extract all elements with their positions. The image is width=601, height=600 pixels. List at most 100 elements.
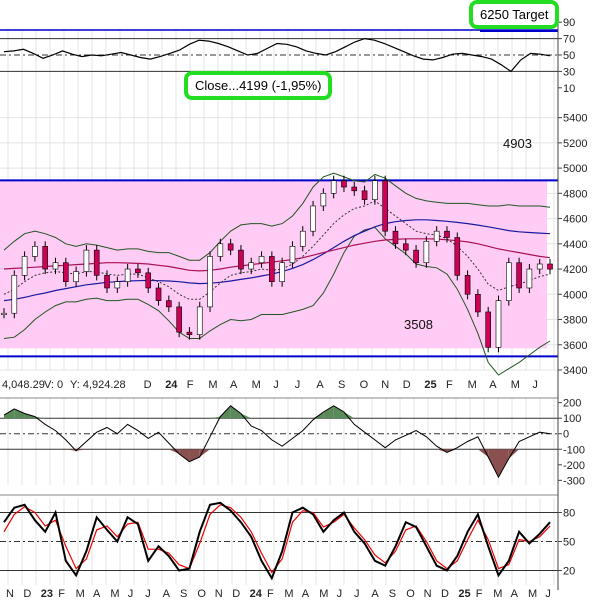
readout-volume: V: 0 [44,379,63,391]
candle-body [21,256,28,276]
x-tick-label-bottom: M [319,588,328,600]
candle-body [217,243,224,257]
stoch-fast-line [3,501,551,581]
x-tick-label-bottom: 23 [41,588,53,600]
y-tick-label: 4200 [563,264,587,276]
target-callout-text: 6250 Target [480,7,549,22]
x-tick-label: 24 [165,379,178,391]
osc-negative-area [498,449,509,478]
x-tick-label-bottom: F [476,588,483,600]
candle-body [413,249,419,264]
y-tick-label: -300 [563,475,585,487]
candle-body [63,262,69,282]
candle-body [258,256,265,264]
candle-body [52,262,59,270]
close-callout-text: Close...4199 (-1,95%) [195,78,322,93]
x-tick-label-bottom: F [267,588,274,600]
candle-body [351,186,358,192]
x-tick-label: F [187,379,194,391]
x-tick-label-bottom: J [145,588,151,600]
candle-body [145,272,152,289]
candle-body [423,240,430,264]
candle-body [186,331,193,335]
candle-body [341,180,347,188]
candle-body [361,190,368,200]
rsi-line [3,37,551,73]
candle-body [536,263,543,270]
candle-body [42,246,49,270]
x-tick-label-bottom: M [284,588,293,600]
x-tick-label: M [252,379,261,391]
osc-negative-area [65,449,77,451]
x-tick-label: J [273,379,279,391]
osc-negative-area [168,449,180,454]
x-tick-label-bottom: O [197,588,206,600]
candle-body [475,293,481,313]
candle-body [32,246,38,257]
candle-body [330,180,337,194]
x-tick-label-bottom: N [424,588,432,600]
candle-body [207,256,213,308]
lower-level-label: 3508 [404,317,433,332]
y-tick-label: 200 [563,398,581,410]
close-callout: Close...4199 (-1,95%) [184,71,333,100]
candle-body [495,300,502,348]
osc-positive-area [313,411,324,419]
y-tick-label: -100 [563,444,585,456]
osc-negative-area [436,449,447,453]
candle-body [464,275,471,295]
osc-negative-area [508,449,520,459]
y-tick-label: 70 [563,34,575,46]
y-tick-label: 0 [563,429,569,441]
candle-body [73,271,79,282]
candle-body [1,312,7,316]
x-tick-label-bottom: A [302,588,310,600]
upper-level-label: 4903 [503,136,532,151]
x-tick-label-bottom: D [441,588,449,600]
x-tick-label: A [316,379,324,391]
candle-body [114,281,121,289]
x-tick-label-bottom: J [545,588,551,600]
osc-positive-area [343,411,355,419]
y-tick-label: 100 [563,413,581,425]
x-tick-label: A [230,379,238,391]
y-tick-label: 3600 [563,340,587,352]
x-tick-label-bottom: N [6,588,14,600]
candle-body [485,311,491,348]
y-tick-label: 3800 [563,315,587,327]
candle-body [135,268,141,274]
x-tick-label: A [489,379,497,391]
y-tick-label: -200 [563,460,585,472]
y-tick-label: 50 [563,50,575,62]
candle-body [382,180,388,232]
y-tick-label: 5400 [563,113,587,125]
ma-long [3,219,551,302]
stochastic-panel [0,494,558,581]
x-tick-label-bottom: D [23,588,31,600]
y-tick-label: 10 [563,83,575,95]
candle-body [11,275,18,314]
x-tick-label: S [338,379,345,391]
oscillator-panel [0,397,558,479]
candle-body [372,180,378,200]
x-tick-label: M [511,379,520,391]
candle-body [310,205,316,232]
x-tick-label-bottom: A [371,588,379,600]
x-tick-label-bottom: A [163,588,171,600]
x-tick-label-bottom: M [528,588,537,600]
rsi-panel [0,29,558,73]
x-tick-label: J [295,379,301,391]
candle-body [526,268,533,289]
bollinger-lower [3,226,551,376]
candle-body [124,268,131,282]
x-tick-label-bottom: S [389,588,396,600]
y-tick-label: 4600 [563,214,587,226]
candle-body [166,300,172,308]
x-tick-label-bottom: F [58,588,65,600]
candle-body [289,246,296,264]
x-tick-label: O [360,379,369,391]
y-tick-label: 20 [563,566,575,578]
x-tick-label-bottom: M [76,588,85,600]
y-tick-label: 4400 [563,239,587,251]
osc-negative-area [76,449,87,451]
